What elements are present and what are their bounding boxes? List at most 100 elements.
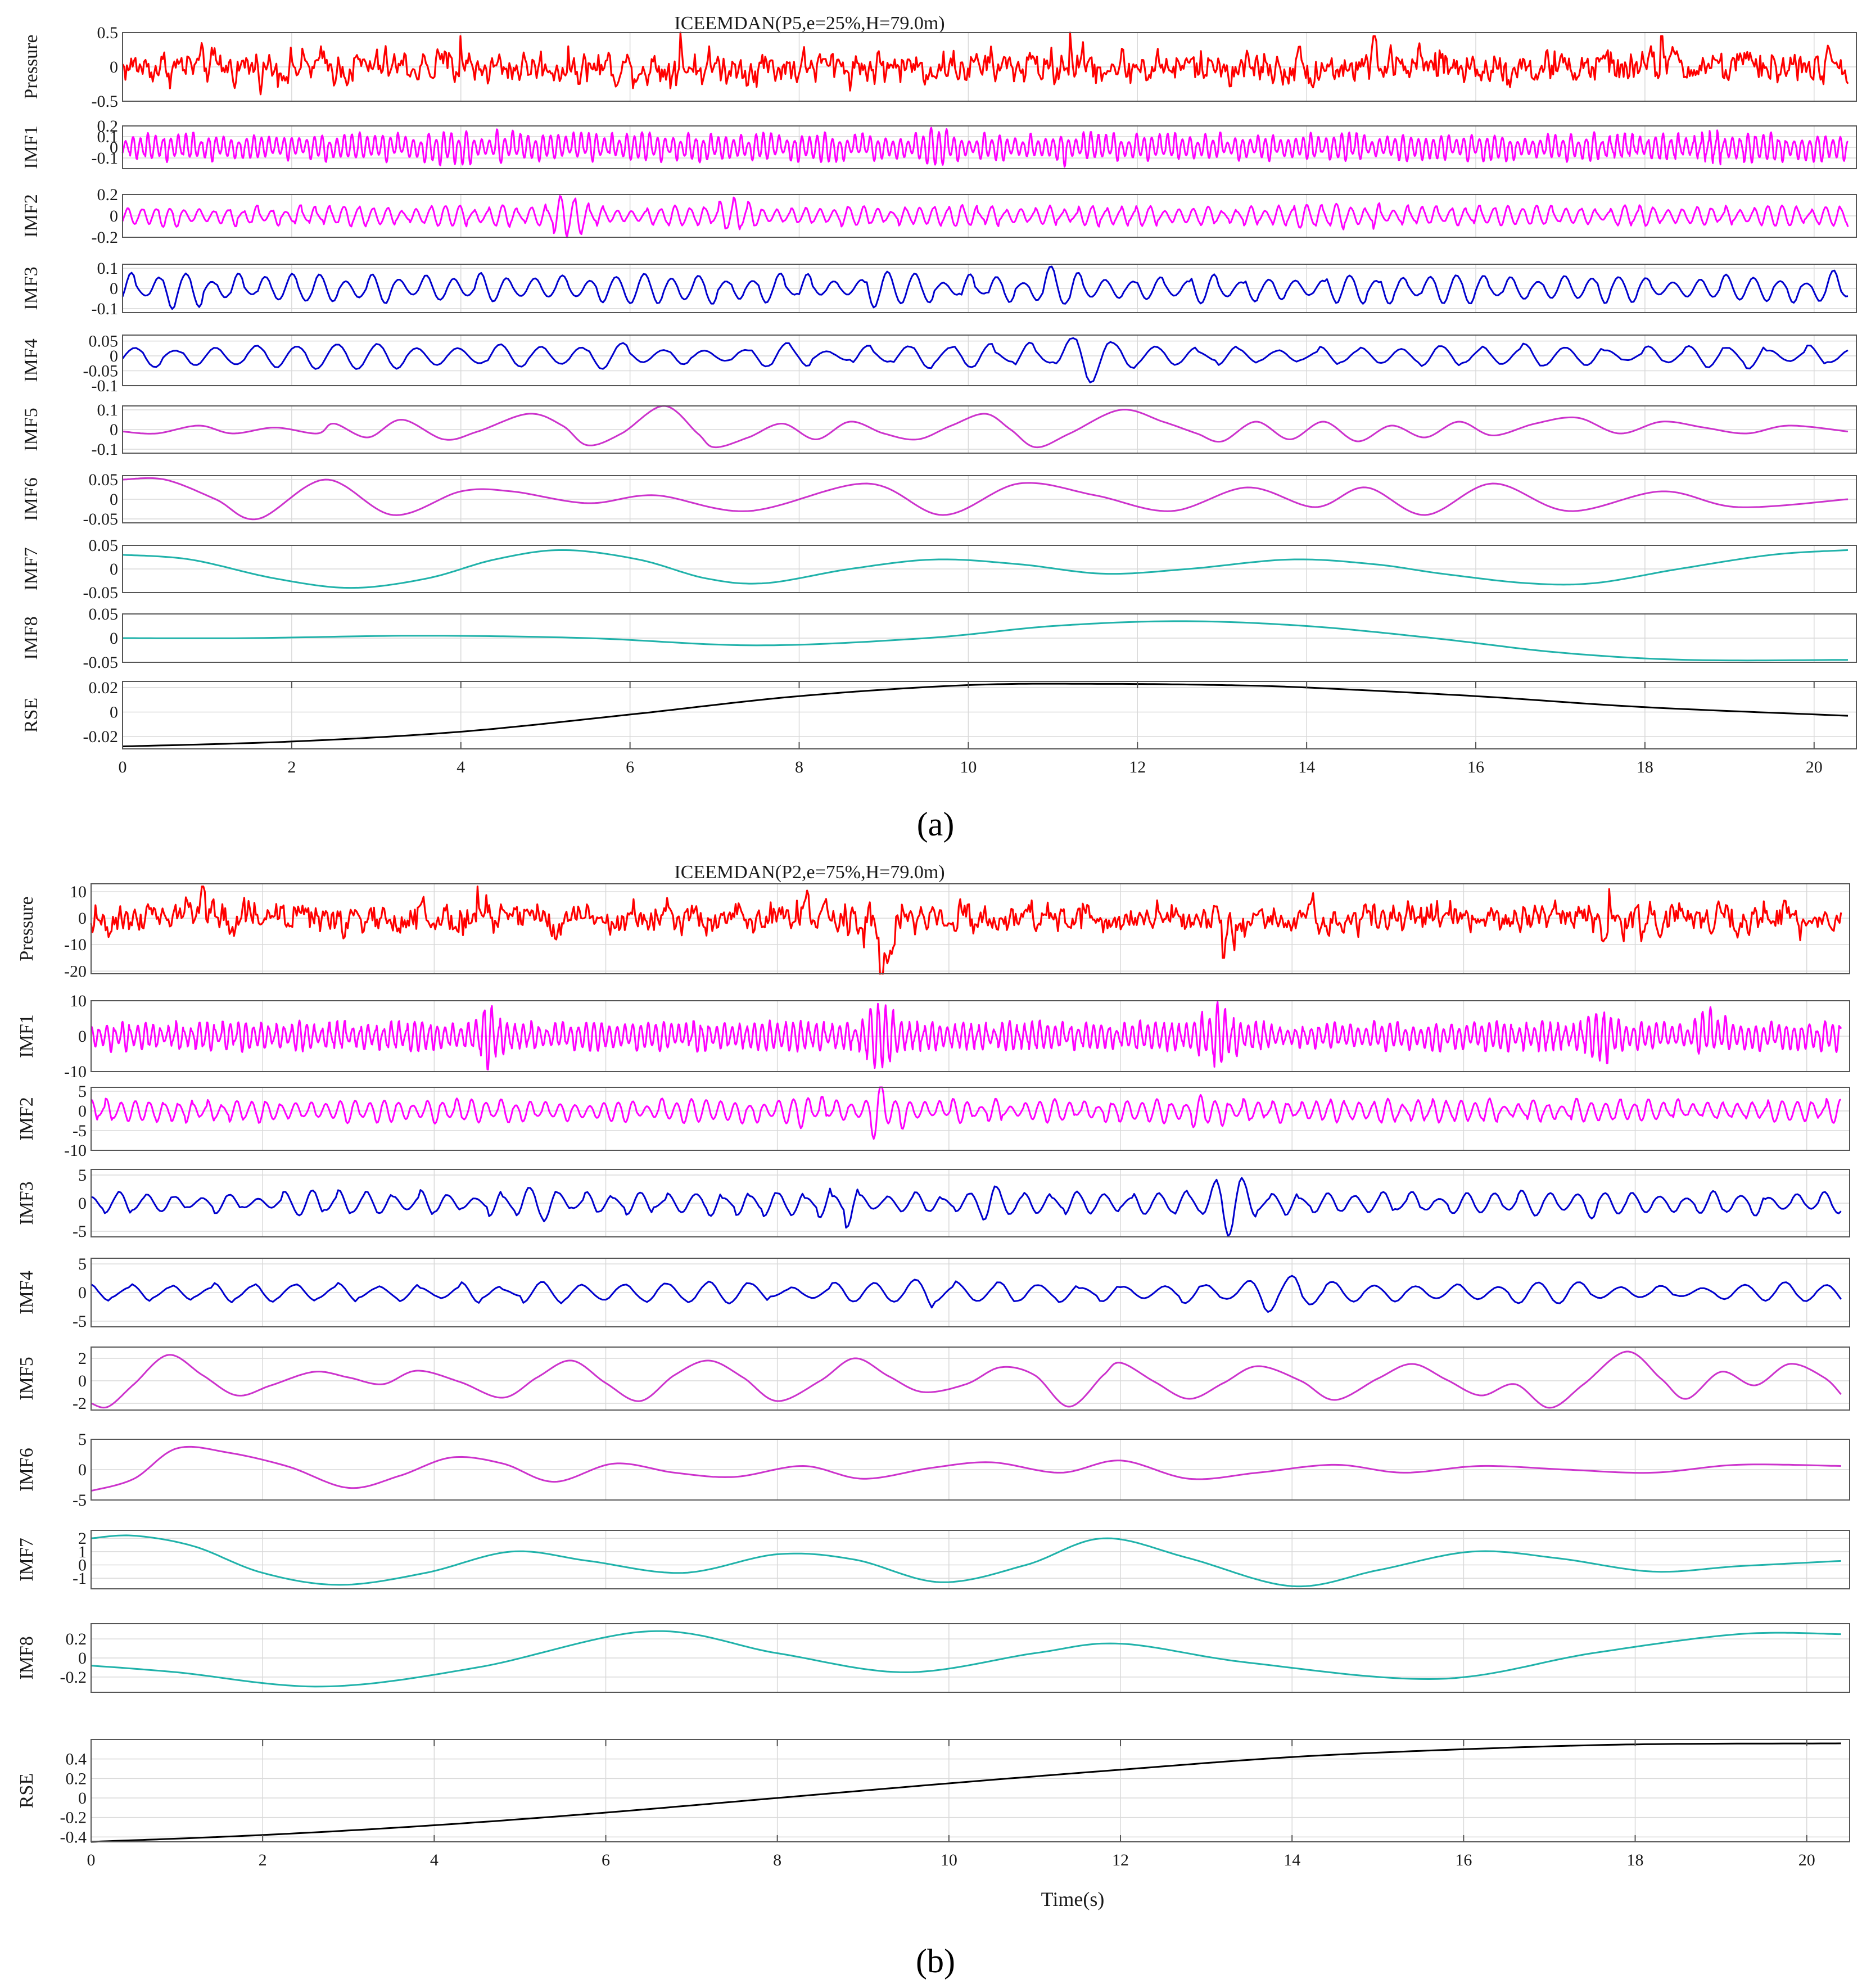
x-tick-label: 12 bbox=[1129, 758, 1146, 776]
y-axis-label: IMF6 bbox=[16, 1448, 37, 1491]
chart-a-panel-imf7: 0.05 0 -0.05 IMF7 bbox=[21, 536, 1857, 602]
y-tick-label: 1 bbox=[78, 1543, 87, 1561]
x-tick-label: 0 bbox=[119, 758, 127, 776]
series-line-imf4 bbox=[121, 337, 1849, 383]
y-tick-label: 0 bbox=[78, 1372, 87, 1390]
y-tick-label: -10 bbox=[64, 936, 87, 954]
y-tick-label: -0.05 bbox=[83, 584, 119, 602]
x-tick-label: 14 bbox=[1298, 758, 1315, 776]
chart-a-x-axis: 0 2 4 6 8 10 12 14 16 18 20 bbox=[119, 681, 1823, 776]
y-tick-label: -0.2 bbox=[60, 1809, 87, 1827]
y-tick-label: 10 bbox=[70, 883, 87, 901]
chart-b-panel-rse: 0.40.20-0.2-0.4 RSE bbox=[16, 1739, 1850, 1846]
panel-frame bbox=[91, 1739, 1850, 1842]
chart-b-panel-imf7: 210-1 IMF7 bbox=[16, 1529, 1850, 1589]
chart-b-panels: 100-10-20Pressure100-10IMF150-5-10IMF250… bbox=[16, 883, 1850, 1846]
x-tick-label: 6 bbox=[602, 1851, 610, 1869]
chart-a-title: ICEEMDAN(P5,e=25%,H=79.0m) bbox=[674, 13, 944, 34]
chart-a-panel-imf1: 0.20.10-0.1 IMF1 bbox=[21, 117, 1857, 169]
y-tick-label: -10 bbox=[64, 1063, 87, 1081]
x-tick-label: 4 bbox=[430, 1851, 439, 1869]
chart-a-panel-imf3: 0.10 -0.1 IMF3 bbox=[21, 259, 1857, 318]
series-line-imf8 bbox=[91, 1630, 1841, 1688]
series-line-imf1 bbox=[91, 1001, 1842, 1070]
y-tick-label: 10 bbox=[70, 992, 87, 1010]
y-tick-label: -5 bbox=[73, 1312, 87, 1331]
x-tick-label: 14 bbox=[1284, 1851, 1300, 1869]
panel-frame bbox=[122, 475, 1857, 523]
chart-b-panel-imf6: 5 0 -5 IMF6 bbox=[16, 1430, 1850, 1510]
x-tick-label: 2 bbox=[287, 758, 296, 776]
chart-b-panel-pressure: 10 0 -10 -20 Pressure bbox=[16, 883, 1850, 981]
series-line-imf5 bbox=[91, 1350, 1842, 1409]
series-line-imf4 bbox=[91, 1275, 1842, 1313]
y-tick-label: 0.2 bbox=[97, 117, 119, 135]
y-tick-label: -1 bbox=[73, 1569, 87, 1588]
series-line-imf7 bbox=[91, 1534, 1841, 1588]
panel-frame bbox=[91, 1347, 1850, 1411]
chart-a-panel-imf2: 0.2 0 -0.2 IMF2 bbox=[21, 186, 1857, 247]
y-axis-label: Pressure bbox=[16, 896, 37, 961]
y-axis-label: IMF7 bbox=[21, 547, 42, 590]
chart-b-x-axis: 0 2 4 6 8 10 12 14 16 18 20 bbox=[87, 1740, 1815, 1869]
series-line-imf3 bbox=[91, 1177, 1842, 1237]
y-tick-label: 0 bbox=[110, 490, 118, 509]
series-line-imf2 bbox=[91, 1086, 1842, 1140]
y-tick-label: -5 bbox=[73, 1491, 87, 1510]
y-tick-label: 0.2 bbox=[97, 186, 119, 204]
y-tick-label: 0 bbox=[110, 138, 118, 157]
y-tick-label: 0.1 bbox=[97, 259, 119, 278]
series-line-imf6 bbox=[123, 477, 1849, 521]
y-axis-label: IMF1 bbox=[21, 125, 42, 169]
y-tick-label: -0.1 bbox=[92, 300, 119, 318]
chart-b: ICEEMDAN(P2,e=75%,H=79.0m) 100-10-20Pres… bbox=[16, 862, 1850, 1910]
y-tick-label: 0 bbox=[78, 909, 87, 928]
x-tick-label: 18 bbox=[1627, 1851, 1644, 1869]
chart-b-panel-imf5: 2 0 -2 IMF5 bbox=[16, 1347, 1850, 1413]
y-tick-label: 0 bbox=[110, 279, 118, 298]
chart-a-panel-imf4: 0.050-0.05-0.1 IMF4 bbox=[21, 332, 1857, 395]
panel-frame bbox=[91, 883, 1850, 974]
y-tick-label: 0 bbox=[110, 347, 118, 365]
y-axis-label: IMF5 bbox=[16, 1357, 37, 1400]
panel-frame bbox=[122, 405, 1857, 454]
y-tick-label: 0 bbox=[110, 703, 118, 722]
panel-frame bbox=[91, 1530, 1850, 1589]
chart-b-title: ICEEMDAN(P2,e=75%,H=79.0m) bbox=[674, 862, 944, 883]
series-line-imf6 bbox=[91, 1445, 1841, 1492]
caption-a: (a) bbox=[917, 806, 955, 843]
y-tick-label: -0.1 bbox=[92, 149, 119, 168]
y-axis-label: IMF7 bbox=[16, 1538, 37, 1581]
x-tick-label: 2 bbox=[259, 1851, 267, 1869]
y-tick-label: 0.2 bbox=[66, 1769, 87, 1788]
y-axis-label: IMF1 bbox=[16, 1014, 37, 1058]
x-tick-label: 12 bbox=[1112, 1851, 1129, 1869]
y-tick-label: 0 bbox=[110, 58, 118, 76]
y-tick-label: 0 bbox=[110, 207, 118, 225]
y-tick-label: 0 bbox=[110, 560, 118, 579]
y-tick-label: 0.05 bbox=[89, 605, 119, 623]
panel-frame bbox=[91, 1087, 1850, 1151]
y-axis-label: IMF8 bbox=[16, 1636, 37, 1679]
chart-a-panel-imf6: 0.050-0.05 IMF6 bbox=[21, 471, 1857, 528]
y-tick-label: 0 bbox=[78, 1194, 87, 1213]
y-tick-label: -0.1 bbox=[92, 377, 119, 395]
y-tick-label: 0.2 bbox=[66, 1630, 87, 1648]
chart-a-panel-pressure: 0.5 0 -0.5 Pressure bbox=[21, 24, 1857, 111]
y-tick-label: 0.4 bbox=[66, 1750, 87, 1769]
x-tick-label: 0 bbox=[87, 1851, 96, 1869]
chart-a-panels: 0.50-0.5Pressure0.20.10-0.1IMF10.20-0.2I… bbox=[21, 24, 1857, 749]
y-tick-label: -0.05 bbox=[83, 510, 119, 528]
chart-a: ICEEMDAN(P5,e=25%,H=79.0m) 0.5 0 -0.5 Press… bbox=[21, 13, 1857, 776]
y-tick-label: 0 bbox=[78, 1102, 87, 1120]
series-line-imf3 bbox=[121, 265, 1849, 310]
panel-frame bbox=[91, 1000, 1850, 1072]
y-tick-label: -0.05 bbox=[83, 653, 119, 672]
y-tick-label: -0.1 bbox=[92, 440, 119, 459]
panel-frame bbox=[122, 32, 1857, 102]
y-tick-label: -0.2 bbox=[92, 228, 119, 247]
y-tick-label: 5 bbox=[78, 1166, 87, 1185]
y-tick-label: 0.1 bbox=[97, 128, 119, 146]
caption-b: (b) bbox=[916, 1942, 955, 1980]
y-tick-label: -0.5 bbox=[92, 92, 119, 111]
